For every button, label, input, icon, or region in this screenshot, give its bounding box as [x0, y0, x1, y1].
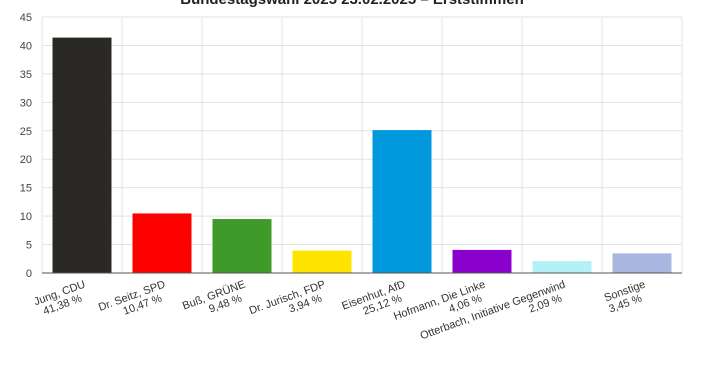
- y-tick-label: 15: [20, 183, 32, 195]
- y-tick-label: 45: [20, 12, 32, 24]
- y-tick-label: 10: [20, 211, 32, 223]
- y-tick-label: 0: [26, 268, 32, 280]
- bar-7: [612, 253, 672, 273]
- bar-4: [372, 130, 432, 273]
- y-tick-label: 5: [26, 240, 32, 252]
- y-tick-label: 25: [20, 126, 32, 138]
- bar-5: [452, 249, 512, 273]
- bar-1: [132, 213, 192, 273]
- bar-6: [532, 261, 592, 273]
- bar-0: [52, 37, 112, 273]
- y-axis-ticks: 0 5 10 15 20 25 30 35 40 45: [20, 12, 32, 280]
- y-tick-label: 40: [20, 40, 32, 52]
- bar-2: [212, 219, 272, 273]
- gridlines: [41, 16, 683, 273]
- bar-3: [292, 250, 352, 273]
- bars: [52, 37, 672, 273]
- y-tick-label: 30: [20, 97, 32, 109]
- y-tick-label: 20: [20, 154, 32, 166]
- y-tick-label: 35: [20, 69, 32, 81]
